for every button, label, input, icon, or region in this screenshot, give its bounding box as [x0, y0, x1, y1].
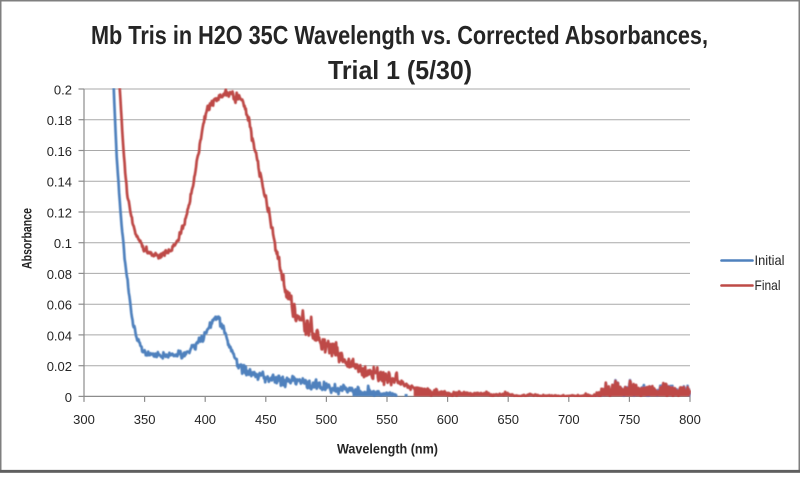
- svg-text:0.06: 0.06: [47, 298, 72, 313]
- svg-text:0.16: 0.16: [47, 144, 72, 159]
- svg-text:0.12: 0.12: [47, 206, 72, 221]
- svg-text:0.14: 0.14: [47, 175, 72, 190]
- svg-text:0: 0: [65, 390, 72, 405]
- svg-text:Mb Tris in H2O 35C Wavelength: Mb Tris in H2O 35C Wavelength vs. Correc…: [91, 20, 708, 50]
- svg-text:0.08: 0.08: [47, 267, 72, 282]
- svg-text:700: 700: [558, 412, 580, 427]
- svg-text:350: 350: [134, 412, 156, 427]
- svg-text:600: 600: [437, 412, 459, 427]
- svg-text:0.2: 0.2: [54, 83, 72, 98]
- svg-text:Trial 1 (5/30): Trial 1 (5/30): [328, 55, 472, 85]
- svg-text:300: 300: [73, 412, 95, 427]
- svg-text:Initial: Initial: [755, 252, 785, 268]
- svg-text:750: 750: [619, 412, 641, 427]
- svg-text:0.04: 0.04: [47, 328, 72, 343]
- svg-text:450: 450: [255, 412, 277, 427]
- svg-text:550: 550: [376, 412, 398, 427]
- svg-text:0.02: 0.02: [47, 359, 72, 374]
- svg-text:400: 400: [194, 412, 216, 427]
- svg-text:650: 650: [497, 412, 519, 427]
- svg-text:0.1: 0.1: [54, 236, 72, 251]
- svg-text:Absorbance: Absorbance: [19, 208, 35, 269]
- svg-text:800: 800: [679, 412, 701, 427]
- svg-text:Wavelength (nm): Wavelength (nm): [337, 441, 438, 457]
- svg-text:500: 500: [316, 412, 338, 427]
- svg-text:0.18: 0.18: [47, 113, 72, 128]
- svg-text:Final: Final: [755, 277, 781, 293]
